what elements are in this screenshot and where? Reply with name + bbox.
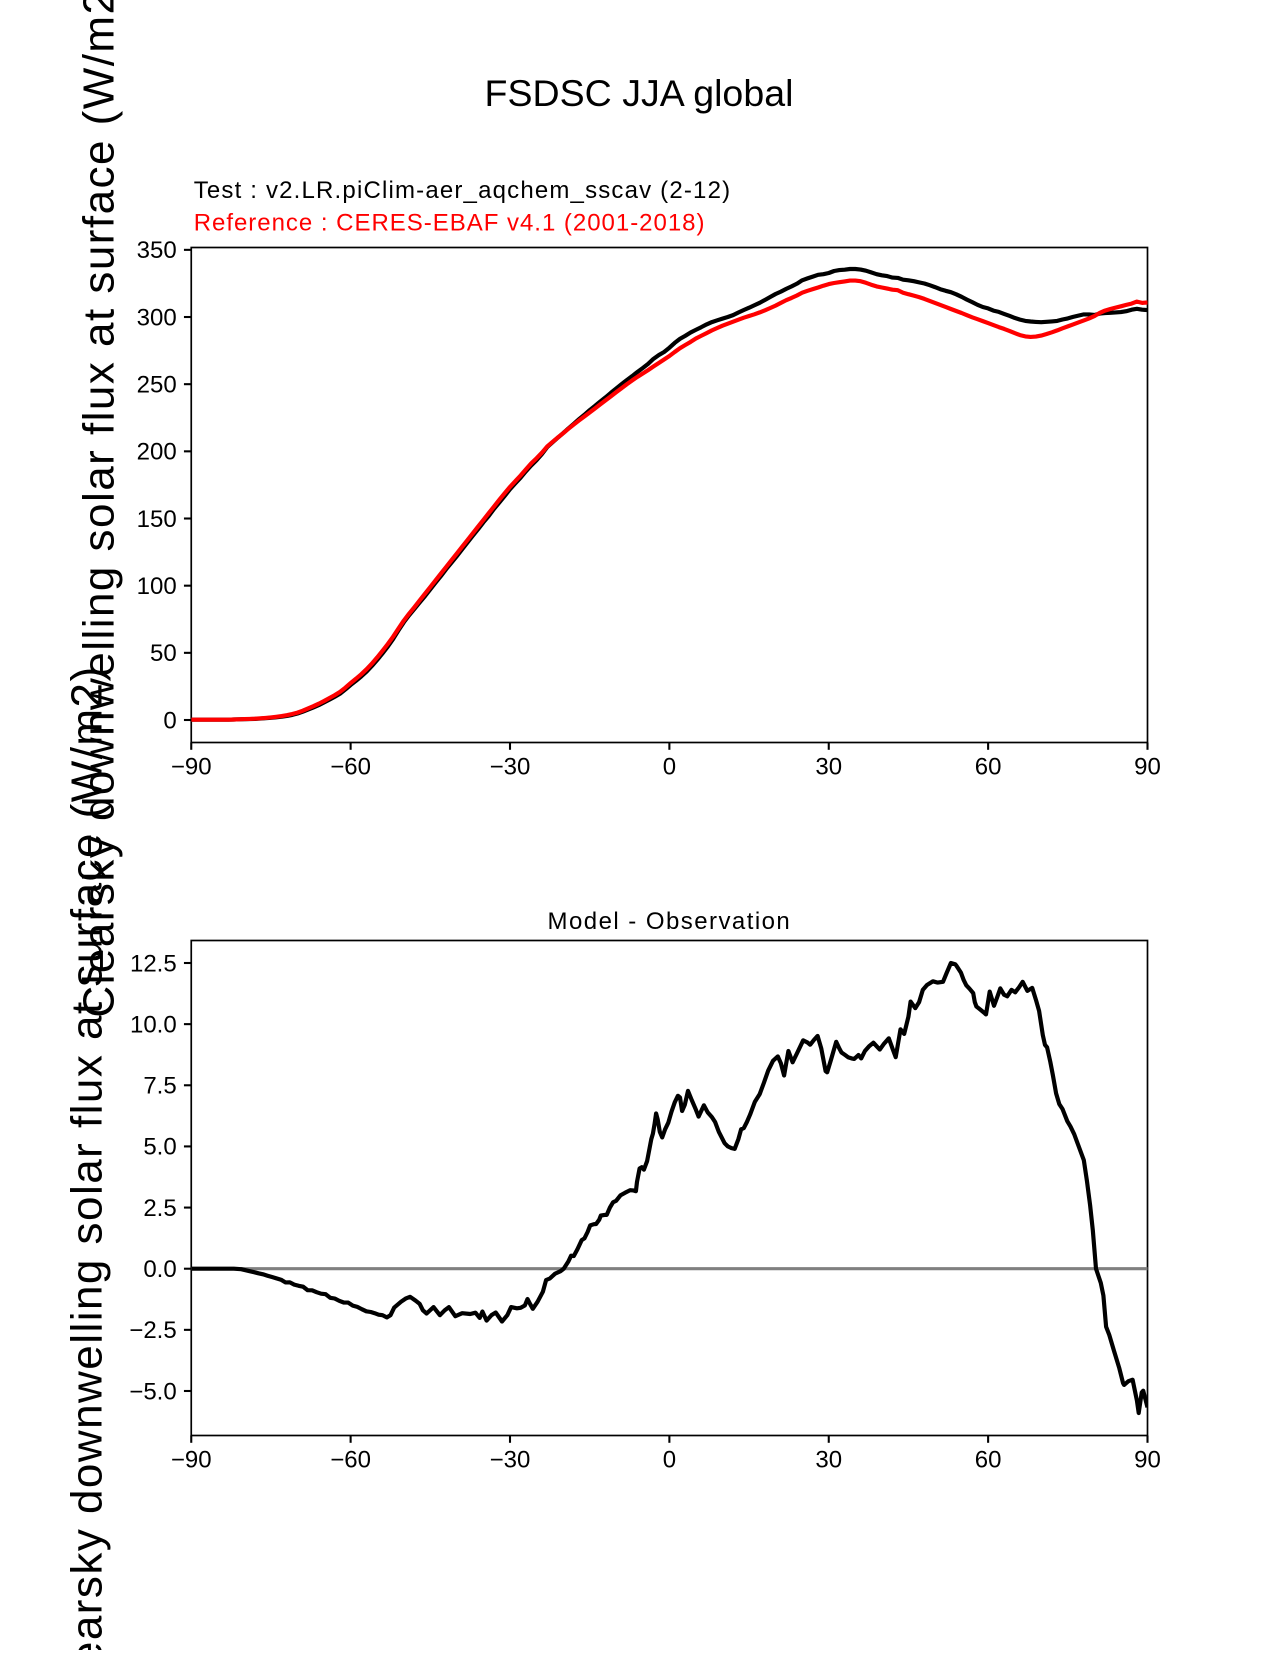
svg-text:2.5: 2.5	[143, 1195, 176, 1222]
svg-text:−60: −60	[330, 754, 371, 781]
svg-text:10.0: 10.0	[130, 1011, 177, 1038]
svg-text:300: 300	[137, 304, 177, 331]
svg-text:Test : v2.LR.piClim-aer_aqchem: Test : v2.LR.piClim-aer_aqchem_sscav (2-…	[194, 177, 732, 204]
svg-text:−30: −30	[490, 1447, 531, 1474]
svg-text:30: 30	[815, 754, 842, 781]
svg-text:−90: −90	[171, 1447, 212, 1474]
svg-text:Model - Observation: Model - Observation	[548, 908, 792, 935]
svg-text:90: 90	[1134, 754, 1161, 781]
svg-text:200: 200	[137, 439, 177, 466]
svg-text:12.5: 12.5	[130, 950, 177, 977]
svg-text:Clearsky downwelling solar flu: Clearsky downwelling solar flux at surfa…	[63, 665, 112, 1650]
svg-text:50: 50	[150, 640, 177, 667]
svg-text:7.5: 7.5	[143, 1073, 176, 1100]
svg-text:60: 60	[975, 1447, 1002, 1474]
svg-text:150: 150	[137, 506, 177, 533]
svg-text:60: 60	[975, 754, 1002, 781]
svg-text:5.0: 5.0	[143, 1134, 176, 1161]
svg-text:Clearsky downwelling solar flu: Clearsky downwelling solar flux at surfa…	[75, 0, 124, 1018]
svg-text:−5.0: −5.0	[129, 1378, 176, 1405]
svg-text:350: 350	[137, 237, 177, 264]
svg-text:Reference : CERES-EBAF v4.1 (2: Reference : CERES-EBAF v4.1 (2001-2018)	[194, 210, 706, 237]
svg-text:−30: −30	[490, 754, 531, 781]
svg-text:250: 250	[137, 372, 177, 399]
svg-text:30: 30	[815, 1447, 842, 1474]
svg-text:0.0: 0.0	[143, 1256, 176, 1283]
svg-text:FSDSC JJA global: FSDSC JJA global	[485, 72, 794, 114]
svg-text:0: 0	[163, 707, 176, 734]
svg-text:0: 0	[663, 1447, 676, 1474]
svg-text:90: 90	[1134, 1447, 1161, 1474]
svg-text:−60: −60	[330, 1447, 371, 1474]
svg-text:100: 100	[137, 573, 177, 600]
svg-text:−90: −90	[171, 754, 212, 781]
svg-text:−2.5: −2.5	[129, 1317, 176, 1344]
svg-text:0: 0	[663, 754, 676, 781]
